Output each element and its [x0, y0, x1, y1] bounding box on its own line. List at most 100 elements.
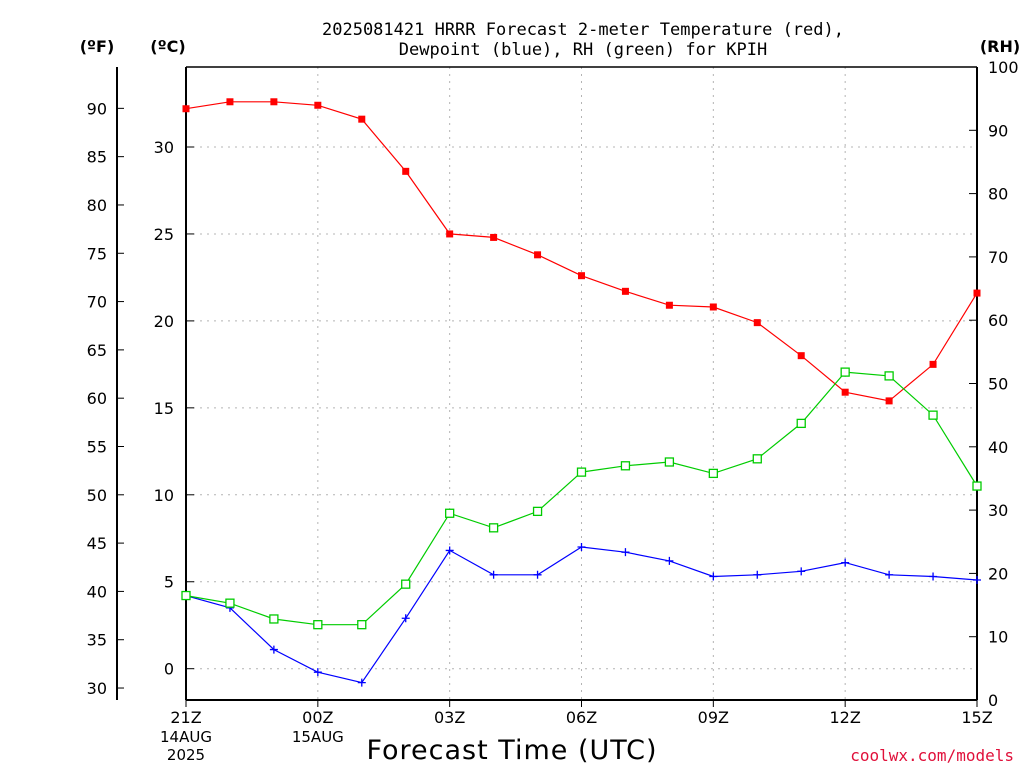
x-tick-label: 00Z — [302, 708, 333, 727]
rh-point — [840, 367, 850, 377]
dewpoint-point — [665, 556, 674, 565]
rh-point — [972, 481, 982, 491]
rh-point — [708, 468, 718, 479]
dewpoint-point — [313, 668, 322, 677]
fahrenheit-tick-label: 30 — [87, 679, 107, 698]
x-tick-date-label: 14AUG — [160, 728, 212, 746]
dewpoint-point — [841, 558, 850, 567]
dewpoint-point — [357, 678, 366, 687]
watermark: coolwx.com/models — [850, 746, 1014, 765]
dewpoint-point — [621, 548, 630, 557]
x-tick-year-label: 2025 — [167, 746, 205, 764]
dewpoint-point — [401, 614, 410, 623]
x-tick-label: 12Z — [830, 708, 861, 727]
rh-tick-label: 60 — [988, 311, 1008, 330]
chart-axes: 3035404550556065707580859005101520253001… — [87, 58, 1019, 764]
temperature-point — [270, 98, 278, 106]
chart-title-line2: Dewpoint (blue), RH (green) for KPIH — [399, 40, 767, 60]
temperature-point — [226, 98, 234, 106]
celsius-tick-label: 0 — [164, 660, 174, 679]
dewpoint-point — [533, 570, 542, 579]
x-tick-date-label: 15AUG — [292, 728, 344, 746]
dewpoint-point — [797, 567, 806, 576]
x-tick-label: 15Z — [961, 708, 992, 727]
dewpoint-point — [269, 645, 278, 654]
rh-point — [796, 418, 806, 429]
celsius-axis-label: (ºC) — [150, 37, 185, 56]
fahrenheit-tick-label: 70 — [87, 293, 107, 312]
fahrenheit-tick-label: 40 — [87, 582, 107, 601]
dewpoint-point — [489, 570, 498, 579]
rh-point — [181, 590, 191, 601]
temperature-point — [841, 388, 849, 396]
rh-tick-label: 80 — [988, 185, 1008, 204]
rh-point — [532, 506, 543, 517]
temperature-point — [885, 397, 893, 405]
rh-point — [401, 579, 411, 589]
dewpoint-point — [709, 572, 718, 581]
rh-tick-label: 20 — [988, 564, 1008, 583]
temperature-point — [753, 319, 761, 327]
rh-point — [225, 598, 235, 608]
x-tick-label: 03Z — [434, 708, 465, 727]
dewpoint-point — [885, 570, 894, 579]
celsius-tick-label: 25 — [154, 225, 174, 244]
temperature-point — [402, 167, 410, 175]
dewpoint-point — [973, 576, 981, 585]
celsius-tick-label: 10 — [154, 486, 174, 505]
fahrenheit-tick-label: 65 — [87, 341, 107, 360]
temperature-point — [314, 101, 322, 109]
rh-axis-label: (RH) — [980, 37, 1020, 56]
rh-point — [664, 457, 675, 467]
fahrenheit-axis-label: (ºF) — [80, 37, 115, 56]
temperature-point — [358, 115, 366, 123]
fahrenheit-tick-label: 85 — [87, 148, 107, 167]
temperature-point — [578, 272, 585, 280]
fahrenheit-tick-label: 35 — [87, 631, 107, 650]
temperature-point — [621, 287, 629, 295]
rh-point — [620, 461, 631, 471]
rh-point — [884, 371, 894, 381]
rh-tick-label: 30 — [988, 501, 1008, 520]
celsius-tick-label: 15 — [154, 399, 174, 418]
dewpoint-point — [577, 542, 586, 551]
fahrenheit-tick-label: 50 — [87, 486, 107, 505]
rh-point — [928, 410, 938, 420]
x-axis-title: Forecast Time (UTC) — [366, 735, 657, 766]
x-tick-label: 21Z — [170, 708, 201, 727]
celsius-tick-label: 20 — [154, 312, 174, 331]
celsius-tick-label: 30 — [154, 138, 174, 157]
rh-tick-label: 100 — [988, 58, 1019, 77]
rh-point — [357, 620, 367, 630]
temperature-point — [797, 352, 805, 360]
chart-series — [181, 98, 982, 687]
temperature-point — [534, 251, 542, 259]
x-tick-label: 09Z — [698, 708, 729, 727]
temperature-point — [973, 289, 981, 297]
rh-point — [752, 454, 762, 464]
rh-tick-label: 40 — [988, 438, 1008, 457]
x-tick-label: 06Z — [566, 708, 597, 727]
fahrenheit-tick-label: 60 — [87, 389, 107, 408]
temperature-point — [929, 360, 937, 368]
chart-grid — [186, 67, 977, 700]
fahrenheit-tick-label: 45 — [87, 534, 107, 553]
temperature-point — [182, 105, 190, 113]
rh-point — [576, 467, 587, 477]
fahrenheit-tick-label: 90 — [87, 99, 107, 118]
rh-tick-label: 0 — [988, 691, 998, 710]
temperature-point — [490, 233, 498, 241]
dewpoint-point — [929, 572, 938, 581]
fahrenheit-tick-label: 55 — [87, 437, 107, 456]
dewpoint-point — [753, 570, 762, 579]
rh-tick-label: 70 — [988, 248, 1008, 267]
temperature-point — [446, 230, 454, 238]
rh-point — [313, 620, 323, 630]
dewpoint-point — [445, 546, 454, 555]
rh-point — [488, 523, 499, 533]
fahrenheit-tick-label: 75 — [87, 244, 107, 263]
rh-point — [269, 614, 279, 624]
rh-tick-label: 90 — [988, 121, 1008, 140]
fahrenheit-tick-label: 80 — [87, 196, 107, 215]
